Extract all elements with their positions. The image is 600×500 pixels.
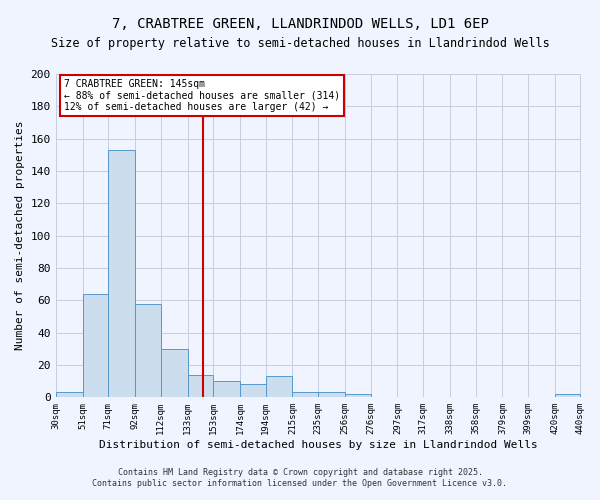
Bar: [83, 294, 108, 398]
Bar: [161, 349, 188, 398]
X-axis label: Distribution of semi-detached houses by size in Llandrindod Wells: Distribution of semi-detached houses by …: [99, 440, 538, 450]
Bar: [188, 374, 213, 398]
Bar: [555, 394, 580, 398]
Text: Contains HM Land Registry data © Crown copyright and database right 2025.
Contai: Contains HM Land Registry data © Crown c…: [92, 468, 508, 487]
Bar: [108, 150, 135, 398]
Bar: [240, 384, 266, 398]
Bar: [292, 392, 318, 398]
Bar: [135, 304, 161, 398]
Text: 7, CRABTREE GREEN, LLANDRINDOD WELLS, LD1 6EP: 7, CRABTREE GREEN, LLANDRINDOD WELLS, LD…: [112, 18, 488, 32]
Bar: [56, 392, 83, 398]
Bar: [266, 376, 292, 398]
Bar: [213, 381, 240, 398]
Bar: [318, 392, 345, 398]
Y-axis label: Number of semi-detached properties: Number of semi-detached properties: [15, 121, 25, 350]
Text: 7 CRABTREE GREEN: 145sqm
← 88% of semi-detached houses are smaller (314)
12% of : 7 CRABTREE GREEN: 145sqm ← 88% of semi-d…: [64, 79, 340, 112]
Bar: [345, 394, 371, 398]
Text: Size of property relative to semi-detached houses in Llandrindod Wells: Size of property relative to semi-detach…: [50, 38, 550, 51]
